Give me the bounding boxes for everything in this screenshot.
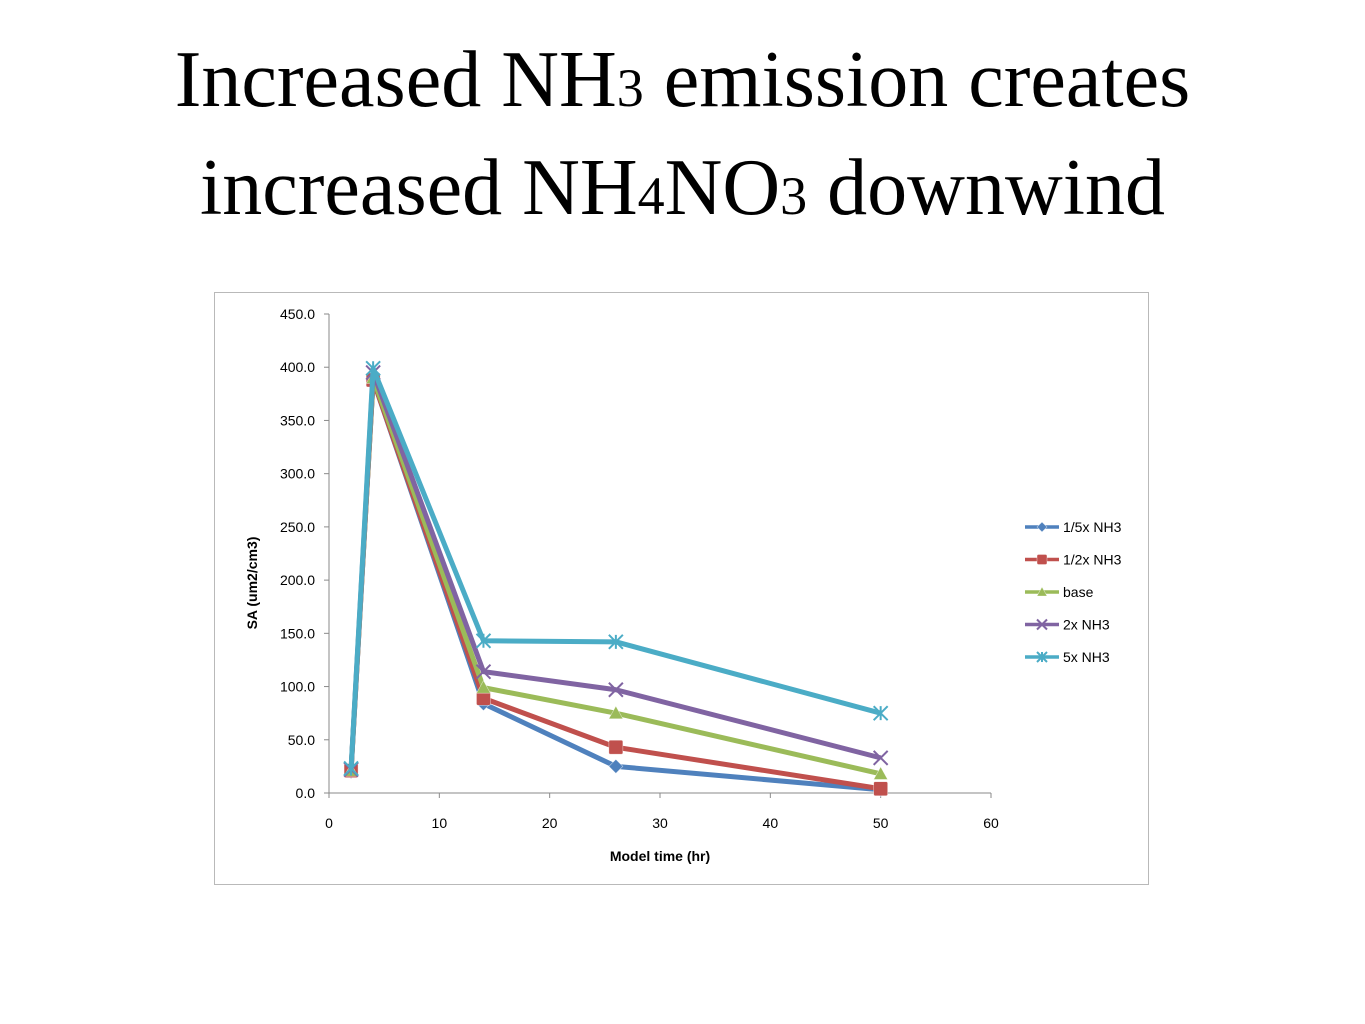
asterisk-marker — [608, 634, 624, 650]
series-line — [348, 377, 882, 792]
y-tick-label: 50.0 — [288, 732, 315, 748]
legend-entry: base — [1025, 584, 1094, 600]
x-tick-label: 40 — [763, 815, 779, 831]
title-subscript: 3 — [780, 166, 808, 226]
square-marker — [873, 781, 888, 797]
legend-label: 2x NH3 — [1063, 617, 1110, 633]
legend-entry: 1/5x NH3 — [1025, 519, 1122, 535]
legend-entry: 1/2x NH3 — [1025, 552, 1122, 568]
asterisk-marker — [872, 705, 889, 721]
x-marker — [608, 682, 624, 698]
series-1-2x-nh3 — [343, 372, 888, 797]
y-tick-label: 100.0 — [280, 679, 315, 695]
title-text: NO — [664, 144, 781, 232]
x-marker — [872, 750, 889, 766]
y-tick-label: 450.0 — [280, 306, 315, 322]
legend-label: 5x NH3 — [1063, 649, 1110, 665]
asterisk-marker — [365, 360, 381, 376]
title-subscript: 4 — [637, 166, 665, 226]
title-line-1: Increased NH3 emission creates — [0, 30, 1365, 138]
line-chart: 0.050.0100.0150.0200.0250.0300.0350.0400… — [244, 306, 1122, 864]
triangle-marker — [608, 705, 624, 720]
legend-label: base — [1063, 584, 1094, 600]
legend-label: 1/2x NH3 — [1063, 552, 1122, 568]
diamond-marker — [1036, 521, 1048, 533]
y-tick-label: 250.0 — [280, 519, 315, 535]
x-marker — [475, 663, 492, 680]
square-marker — [1036, 554, 1048, 565]
title-subscript: 3 — [616, 58, 644, 118]
y-tick-label: 400.0 — [280, 359, 315, 375]
y-axis-label: SA (um2/cm3) — [244, 537, 260, 630]
legend-entry: 5x NH3 — [1025, 649, 1110, 665]
x-marker — [1036, 618, 1048, 631]
y-tick-label: 150.0 — [280, 625, 315, 641]
title-text: emission creates — [643, 36, 1191, 124]
chart-frame: 0.0 50.0 100.0 150.0 200.0 250.0 300.0 350.0 400… — [214, 292, 1149, 885]
series-1-5x-nh3 — [343, 372, 889, 798]
legend-label: 1/5x NH3 — [1063, 519, 1122, 535]
legend-entry: 2x NH3 — [1025, 617, 1110, 633]
triangle-marker — [475, 680, 491, 694]
title-text: Increased NH — [174, 36, 617, 124]
x-tick-label: 0 — [325, 815, 333, 831]
x-tick-label: 20 — [542, 815, 558, 831]
asterisk-marker — [475, 633, 492, 649]
series-layer — [343, 360, 889, 798]
slide-title: Increased NH3 emission creates increased… — [0, 30, 1365, 246]
title-line-2: increased NH4NO3 downwind — [0, 138, 1365, 246]
legend: 1/5x NH3 1/2x NH3 base 2x NH3 5x NH3 — [1025, 519, 1122, 665]
series-5x-nh3 — [343, 360, 889, 777]
x-axis-label: Model time (hr) — [610, 848, 710, 864]
triangle-marker — [873, 766, 889, 780]
x-tick-label: 30 — [652, 815, 668, 831]
y-tick-label: 200.0 — [280, 572, 315, 588]
triangle-marker — [1036, 586, 1048, 597]
square-marker — [608, 739, 624, 755]
title-text: increased NH — [200, 144, 638, 232]
x-tick-label: 50 — [873, 815, 889, 831]
x-tick-label: 10 — [432, 815, 448, 831]
y-tick-label: 300.0 — [280, 466, 315, 482]
y-tick-label: 0.0 — [296, 785, 316, 801]
series-base — [343, 370, 889, 780]
series-line — [348, 377, 881, 793]
diamond-marker — [608, 758, 624, 774]
axes: 0.050.0100.0150.0200.0250.0300.0350.0400… — [280, 306, 999, 831]
title-text: downwind — [807, 144, 1165, 232]
asterisk-marker — [1036, 651, 1048, 663]
y-tick-label: 350.0 — [280, 412, 315, 428]
asterisk-marker — [343, 760, 359, 777]
x-tick-label: 60 — [983, 815, 999, 831]
